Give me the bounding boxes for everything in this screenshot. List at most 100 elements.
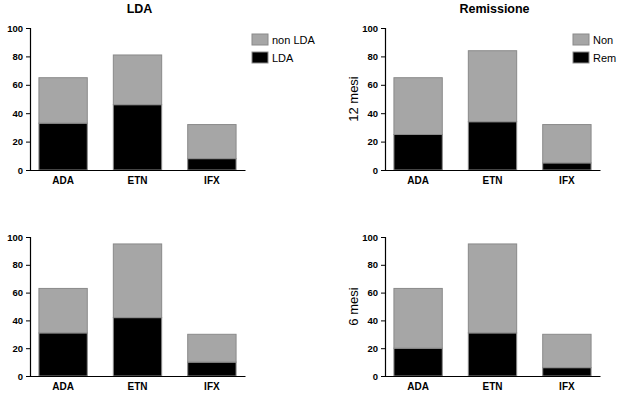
y-tick: 20	[367, 343, 385, 354]
y-axis-title: 12 mesi	[346, 76, 361, 122]
x-tick-label: ADA	[407, 175, 429, 186]
x-tick-label: ETN	[128, 175, 148, 186]
y-axis: 020406080100	[7, 23, 30, 176]
y-tick-label: 0	[373, 371, 378, 382]
y-tick: 60	[367, 287, 385, 298]
y-tick: 100	[362, 232, 385, 243]
bar-segment	[468, 122, 516, 170]
x-tick: IFX	[204, 170, 220, 186]
y-tick: 100	[7, 23, 30, 34]
x-tick: ETN	[483, 376, 503, 392]
bar-segment	[394, 348, 442, 376]
x-tick: IFX	[559, 376, 575, 392]
legend-swatch	[573, 34, 589, 45]
x-axis-line	[386, 376, 601, 377]
y-tick-label: 80	[12, 51, 23, 62]
y-axis: 020406080100	[7, 232, 30, 382]
x-tick: IFX	[559, 170, 575, 186]
bar-segment	[543, 368, 591, 376]
y-tick-label: 100	[362, 232, 378, 243]
legend-swatch	[573, 52, 589, 63]
y-tick-label: 60	[12, 79, 23, 90]
y-tick-mark	[26, 113, 30, 114]
y-tick: 60	[367, 79, 385, 90]
bar-segment	[394, 288, 442, 348]
x-axis: ADAETNIFX	[31, 376, 246, 392]
y-tick: 40	[12, 315, 30, 326]
y-tick: 80	[367, 51, 385, 62]
y-tick: 40	[12, 108, 30, 119]
y-tick-mark	[26, 142, 30, 143]
bar-segment	[113, 55, 161, 105]
legend-label: Non	[593, 34, 613, 46]
bar-segment	[113, 105, 161, 170]
x-axis-line	[31, 170, 246, 171]
bar-segment	[468, 244, 516, 333]
y-tick: 20	[367, 136, 385, 147]
y-axis-line	[381, 238, 386, 377]
y-tick-label: 100	[7, 23, 23, 34]
bar-segment	[188, 159, 236, 170]
x-tick-label: ETN	[483, 381, 503, 392]
y-tick-mark	[381, 348, 385, 349]
bar-segment	[188, 125, 236, 159]
y-tick-label: 60	[12, 287, 23, 298]
y-tick-mark	[381, 237, 385, 238]
legend-swatch	[252, 52, 268, 63]
y-tick-mark	[26, 348, 30, 349]
x-tick: ADA	[52, 170, 74, 186]
y-tick: 0	[18, 165, 30, 176]
x-tick-label: IFX	[204, 175, 220, 186]
y-axis-line	[26, 238, 31, 377]
background	[0, 0, 618, 407]
panel: 020406080100ADAETNIFX	[7, 232, 245, 393]
bar-segment	[39, 123, 87, 170]
x-tick-label: ADA	[52, 175, 74, 186]
bar-segment	[188, 334, 236, 362]
panel: 020406080100ADAETNIFXLDAnon LDALDA	[7, 2, 315, 186]
bar-segment	[543, 125, 591, 163]
y-tick-mark	[381, 56, 385, 57]
legend-swatch	[252, 34, 268, 45]
y-tick-mark	[26, 376, 30, 377]
x-axis: ADA ETN IFX	[386, 170, 601, 186]
chart-title: LDA	[127, 2, 153, 16]
bars	[39, 55, 236, 170]
x-tick-label: ETN	[128, 381, 148, 392]
y-tick-label: 40	[367, 315, 378, 326]
legend-label: Rem	[593, 52, 616, 64]
x-axis-line	[386, 170, 601, 171]
y-tick-mark	[26, 28, 30, 29]
x-axis: ADAETNIFX	[386, 376, 601, 392]
bars	[394, 51, 591, 170]
legend: Non Rem	[573, 34, 616, 64]
y-tick-label: 60	[367, 79, 378, 90]
y-tick-label: 20	[367, 343, 378, 354]
y-tick: 100	[7, 232, 30, 243]
x-axis-line	[31, 376, 246, 377]
y-tick: 0	[18, 371, 30, 382]
y-tick-mark	[381, 113, 385, 114]
y-tick-label: 40	[367, 108, 378, 119]
bar-segment	[468, 333, 516, 376]
y-tick: 80	[12, 51, 30, 62]
y-tick-mark	[381, 170, 385, 171]
y-tick-label: 80	[367, 51, 378, 62]
x-tick: ETN	[483, 170, 503, 186]
x-axis: ADA ETN IFX	[31, 170, 246, 186]
x-tick: ADA	[407, 170, 429, 186]
y-tick-mark	[381, 265, 385, 266]
y-axis: 020406080100	[362, 232, 385, 382]
bars	[394, 244, 591, 376]
bar-segment	[543, 334, 591, 367]
x-tick-label: ADA	[52, 381, 74, 392]
bar-segment	[39, 288, 87, 332]
y-axis-title: 6 mesi	[346, 287, 361, 325]
x-tick: ADA	[52, 376, 74, 392]
chart-canvas: 020406080100ADAETNIFXLDAnon LDALDA020406…	[0, 0, 618, 407]
bar-segment	[543, 163, 591, 170]
y-tick: 60	[12, 287, 30, 298]
y-tick-label: 0	[18, 165, 23, 176]
y-tick-label: 20	[12, 343, 23, 354]
x-tick-label: ETN	[483, 175, 503, 186]
